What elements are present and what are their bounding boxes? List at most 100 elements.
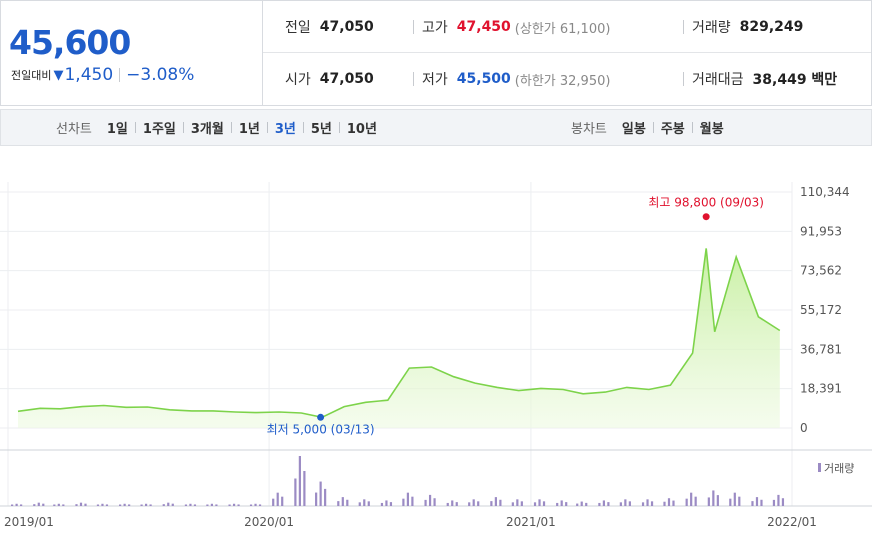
volume-bar xyxy=(494,497,497,506)
volume-bar xyxy=(560,500,563,506)
volume-bar xyxy=(781,498,785,506)
volume-bar xyxy=(140,504,143,506)
volume-bar xyxy=(712,490,715,506)
volume-bar xyxy=(232,503,236,506)
volume-bar xyxy=(729,498,732,506)
volume-bar xyxy=(294,478,297,506)
change-label: 전일대비 xyxy=(11,69,52,82)
volume-bar xyxy=(210,503,213,506)
divider xyxy=(230,122,232,133)
volume-bar xyxy=(667,498,671,506)
price-chart: 최고 98,800 (09/03) 최저 5,000 (03/13) 110,34… xyxy=(0,182,872,529)
volume-bar xyxy=(315,492,318,506)
volume-bar xyxy=(298,456,301,506)
period-tab-3[interactable]: 1년 xyxy=(238,122,260,137)
volume-bar xyxy=(367,501,370,506)
candle-tab-0[interactable]: 일봉 xyxy=(621,122,646,137)
volume-bar xyxy=(215,504,218,506)
current-price: 45,600 xyxy=(9,23,131,62)
volume-bar xyxy=(424,499,427,506)
volume-bar xyxy=(358,502,361,506)
volume-bar xyxy=(602,500,605,506)
volume-bar xyxy=(716,495,719,506)
volume: 거래량 829,249 xyxy=(683,1,803,53)
volume-bar xyxy=(237,504,240,506)
period-tab-6[interactable]: 10년 xyxy=(346,122,377,137)
volume-bar xyxy=(755,497,759,506)
x-tick-label: 2022/01 xyxy=(767,515,817,529)
volume-bar xyxy=(451,500,454,506)
volume-bar xyxy=(184,504,188,506)
low-annotation: 최저 5,000 (03/13) xyxy=(267,422,375,436)
volume-bar xyxy=(565,502,568,506)
divider xyxy=(182,122,184,133)
volume-bar xyxy=(171,503,174,506)
volume-bar xyxy=(446,502,449,506)
volume-bar xyxy=(276,492,279,506)
volume-bar xyxy=(455,502,458,506)
low-marker xyxy=(317,413,325,421)
volume-bar xyxy=(119,504,122,506)
volume-bar xyxy=(144,503,148,506)
divider xyxy=(302,122,304,133)
low-price: 저가 45,500 (하한가 32,950) xyxy=(413,53,610,105)
volume-bar xyxy=(128,504,131,506)
open-value: 47,050 xyxy=(319,71,374,87)
high-marker xyxy=(702,213,710,221)
candle-tab-1[interactable]: 주봉 xyxy=(660,122,685,137)
volume-bar xyxy=(433,498,436,506)
volume-bar xyxy=(337,501,340,506)
volume-bar xyxy=(380,502,384,506)
volume-bar xyxy=(624,499,627,506)
lower-limit: (하한가 32,950) xyxy=(514,73,611,89)
divider xyxy=(413,20,414,34)
volume-bar xyxy=(520,501,523,506)
volume-bar xyxy=(477,501,480,506)
volume-bar xyxy=(11,504,14,506)
price-line xyxy=(17,248,781,419)
divider xyxy=(134,122,136,133)
volume-bar xyxy=(598,502,601,506)
volume-bar xyxy=(84,503,87,506)
volume-bar xyxy=(685,498,688,506)
divider xyxy=(691,122,693,133)
volume-bar xyxy=(272,498,275,506)
period-tab-1[interactable]: 1주일 xyxy=(142,122,176,137)
trade-amount: 거래대금 38,449 백만 xyxy=(683,53,837,105)
volume-bar xyxy=(690,492,693,506)
period-tab-4[interactable]: 3년 xyxy=(274,122,296,137)
prev-close: 전일 47,050 xyxy=(285,1,374,53)
volume-bar xyxy=(428,494,432,506)
stock-quote-panel: 45,600 전일대비 ▼ 1,450 −3.08% 전일 47,050 고가 … xyxy=(0,0,872,106)
chart-marks: 최고 98,800 (09/03) 최저 5,000 (03/13) xyxy=(267,196,764,437)
change-percent: −3.08% xyxy=(126,65,195,85)
high-annotation: 최고 98,800 (09/03) xyxy=(648,196,764,210)
line-chart-title: 선차트 xyxy=(56,122,92,137)
volume-bar xyxy=(619,502,622,506)
volume-bar xyxy=(324,488,327,506)
volume-bar xyxy=(576,503,579,506)
x-tick-label: 2021/01 xyxy=(506,515,556,529)
volume-legend-swatch xyxy=(818,463,821,472)
volume-bar xyxy=(468,502,471,506)
volume-bar xyxy=(490,501,493,506)
volume-bar xyxy=(580,501,583,506)
x-tick-label: 2020/01 xyxy=(244,515,294,529)
candle-tab-2[interactable]: 월봉 xyxy=(699,122,724,137)
period-tab-5[interactable]: 5년 xyxy=(310,122,332,137)
volume-label: 거래량 xyxy=(692,20,731,36)
volume-bar xyxy=(628,501,631,506)
period-tab-2[interactable]: 3개월 xyxy=(190,122,224,137)
period-tab-0[interactable]: 1일 xyxy=(106,122,128,137)
volume-bar xyxy=(15,503,18,506)
volume-bar xyxy=(37,502,40,506)
high-value: 47,450 xyxy=(456,19,511,35)
divider xyxy=(338,122,340,133)
volume-bar xyxy=(62,504,65,506)
volume-bar xyxy=(319,481,322,506)
volume-bar xyxy=(733,492,736,506)
volume-bar xyxy=(385,500,388,506)
quote-row-2: 시가 47,050 저가 45,500 (하한가 32,950) 거래대금 38… xyxy=(263,53,871,105)
y-tick-label: 36,781 xyxy=(800,342,842,356)
volume-bar xyxy=(760,499,763,506)
